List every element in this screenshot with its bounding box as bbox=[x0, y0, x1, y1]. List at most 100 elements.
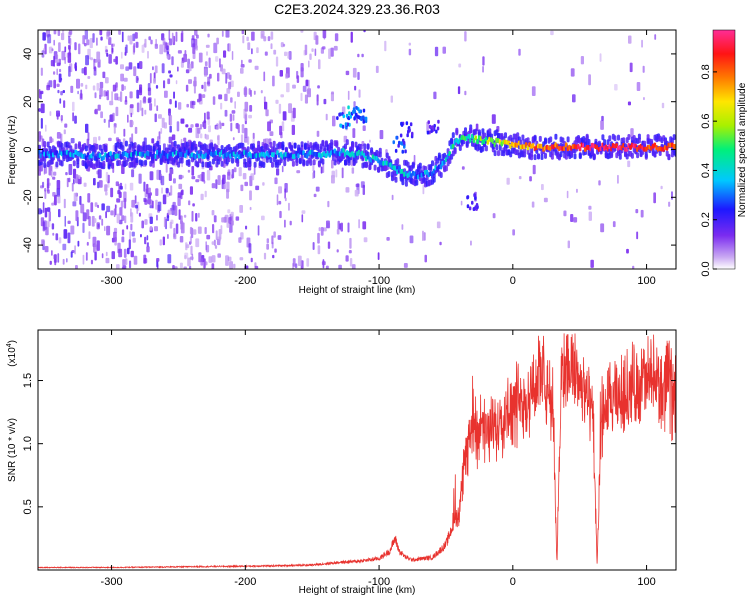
spectrogram-x-tick-label: -100 bbox=[368, 275, 390, 287]
spectrogram-noise-cell bbox=[121, 229, 125, 236]
spectrogram-band-halo bbox=[60, 143, 64, 149]
spectrogram-noise-cell bbox=[52, 176, 56, 180]
snr-x-tick-label: -200 bbox=[234, 576, 256, 588]
spectrogram-noise-cell bbox=[82, 212, 87, 222]
spectrogram-noise-cell bbox=[318, 227, 321, 232]
spectrogram-band-halo bbox=[608, 135, 612, 142]
spectrogram-noise-cell bbox=[156, 258, 160, 262]
spectrogram-band-halo bbox=[43, 162, 47, 168]
spectrogram-noise-cell bbox=[53, 254, 57, 263]
spectrogram-feature-cell bbox=[435, 129, 438, 134]
spectrogram-noise-cell bbox=[237, 122, 239, 130]
spectrogram-band-halo bbox=[316, 143, 320, 150]
spectrogram-noise-cell bbox=[118, 248, 123, 258]
spectrogram-noise-cell bbox=[351, 167, 355, 174]
spectrogram-noise-cell bbox=[128, 62, 133, 70]
spectrogram-noise-cell bbox=[144, 219, 148, 225]
spectrogram-noise-cell bbox=[137, 62, 140, 69]
spectrogram-noise-cell bbox=[146, 235, 149, 241]
spectrogram-noise-cell bbox=[273, 231, 276, 238]
spectrogram-noise-cell bbox=[51, 250, 53, 256]
spectrogram-x-axis: -300 -200 -100 0 100 bbox=[101, 30, 656, 287]
spectrogram-noise-cell bbox=[80, 83, 84, 87]
spectrogram-band-core bbox=[531, 143, 535, 148]
spectrogram-noise-cell bbox=[78, 43, 81, 55]
spectrogram-feature-cell bbox=[364, 116, 367, 121]
spectrogram-noise-cell bbox=[206, 234, 211, 240]
spectrogram-band-halo bbox=[333, 159, 337, 166]
spectrogram-feature-cell bbox=[473, 193, 476, 198]
spectrogram-noise-cell bbox=[68, 164, 73, 175]
spectrogram-noise-cell bbox=[51, 223, 55, 230]
spectrogram-noise-cell bbox=[56, 188, 61, 197]
spectrogram-noise-cell bbox=[61, 50, 66, 61]
spectrogram-noise-cell bbox=[130, 112, 133, 118]
spectrogram-noise-cell bbox=[185, 242, 188, 251]
spectrogram-noise-cell bbox=[49, 260, 52, 265]
spectrogram-noise-cell bbox=[127, 35, 130, 41]
spectrogram-noise-cell bbox=[492, 213, 496, 219]
spectrogram-noise-cell bbox=[70, 138, 75, 144]
spectrogram-noise-cell bbox=[200, 193, 204, 201]
spectrogram-noise-cell bbox=[140, 234, 142, 238]
spectrogram-noise-cell bbox=[58, 237, 62, 244]
spectrogram-noise-cell bbox=[204, 68, 208, 77]
spectrogram-band-halo bbox=[477, 129, 481, 136]
spectrogram-noise-cell bbox=[190, 245, 193, 255]
spectrogram-band-halo bbox=[630, 152, 634, 159]
spectrogram-band-halo bbox=[335, 140, 339, 147]
spectrogram-band-halo bbox=[251, 143, 255, 150]
spectrogram-noise-cell bbox=[205, 44, 210, 48]
spectrogram-noise-cell bbox=[113, 58, 116, 63]
spectrogram-band-halo bbox=[359, 143, 363, 150]
spectrogram-noise-cell bbox=[257, 225, 260, 236]
spectrogram-noise-cell bbox=[200, 133, 203, 139]
spectrogram-noise-cell bbox=[201, 171, 205, 182]
spectrogram-band-halo bbox=[627, 134, 631, 140]
spectrogram-noise-cell bbox=[243, 87, 248, 96]
spectrogram-noise-cell bbox=[123, 191, 127, 202]
spectrogram-band-halo bbox=[246, 146, 250, 153]
spectrogram-noise-cell bbox=[240, 68, 244, 74]
spectrogram-band-core bbox=[578, 146, 582, 152]
spectrogram-feature-cell bbox=[353, 116, 356, 121]
spectrogram-noise-cell bbox=[147, 242, 149, 247]
spectrogram-band-halo bbox=[100, 148, 104, 155]
spectrogram-band-halo bbox=[603, 139, 607, 146]
spectrogram-noise-cell bbox=[169, 125, 172, 133]
spectrogram-noise-cell bbox=[171, 32, 174, 43]
spectrogram-noise-cell bbox=[50, 60, 54, 67]
spectrogram-noise-cell bbox=[156, 105, 159, 112]
spectrogram-noise-cell bbox=[408, 42, 411, 46]
spectrogram-y-tick-label: -40 bbox=[22, 237, 34, 253]
spectrogram-noise-cell bbox=[261, 215, 265, 221]
spectrogram-noise-cell bbox=[168, 30, 171, 41]
spectrogram-noise-cell bbox=[217, 135, 220, 141]
spectrogram-band-halo bbox=[439, 172, 443, 178]
spectrogram-noise-cell bbox=[43, 220, 47, 230]
spectrogram-noise-cell bbox=[211, 263, 215, 269]
colorbar-tick-label: 0.6 bbox=[700, 114, 712, 129]
spectrogram-noise-cell bbox=[103, 90, 107, 97]
spectrogram-band-halo bbox=[458, 145, 462, 151]
spectrogram-noise-cell bbox=[240, 64, 245, 68]
spectrogram-noise-cell bbox=[58, 209, 61, 218]
spectrogram-noise-cell bbox=[154, 113, 157, 123]
spectrogram-noise-cell bbox=[285, 73, 289, 79]
spectrogram-band-halo bbox=[585, 133, 589, 140]
spectrogram-noise-cell bbox=[67, 232, 71, 244]
spectrogram-noise-cell bbox=[105, 49, 108, 53]
spectrogram-noise-cell bbox=[180, 61, 184, 68]
spectrogram-band-halo bbox=[613, 135, 617, 142]
spectrogram-noise-cell bbox=[116, 264, 120, 269]
spectrogram-noise-cell bbox=[506, 177, 510, 185]
spectrogram-noise-cell bbox=[123, 85, 126, 90]
spectrogram-band-halo bbox=[130, 161, 134, 168]
spectrogram-noise-cell bbox=[297, 255, 302, 266]
spectrogram-noise-cell bbox=[336, 249, 339, 253]
spectrogram-noise-cell bbox=[183, 53, 187, 63]
spectrogram-band-layer bbox=[38, 105, 676, 212]
spectrogram-noise-cell bbox=[133, 43, 136, 53]
spectrogram-band-core bbox=[109, 151, 112, 157]
spectrogram-noise-cell bbox=[67, 220, 71, 224]
